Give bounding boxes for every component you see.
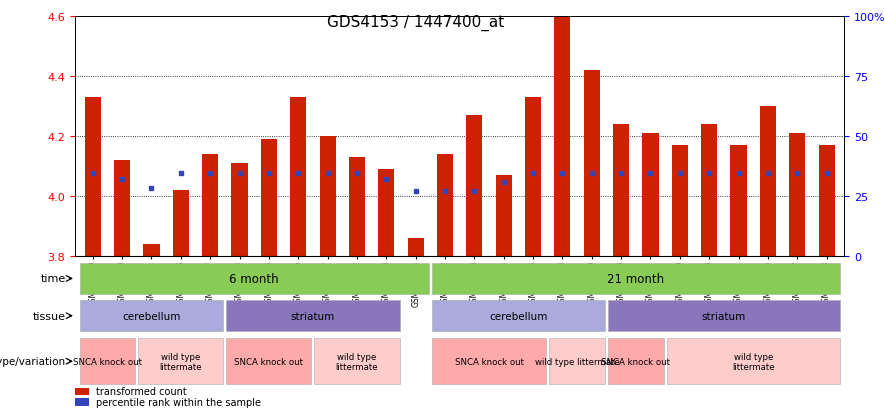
Text: SNCA knock out: SNCA knock out bbox=[72, 357, 142, 366]
Text: wild type
littermate: wild type littermate bbox=[159, 352, 202, 371]
Text: SNCA knock out: SNCA knock out bbox=[601, 357, 670, 366]
Text: cerebellum: cerebellum bbox=[122, 311, 180, 321]
Bar bbox=[701, 124, 717, 256]
Text: 6 month: 6 month bbox=[229, 272, 279, 285]
Bar bbox=[437, 154, 453, 256]
Bar bbox=[85, 97, 101, 256]
Text: wild type
littermate: wild type littermate bbox=[732, 352, 774, 371]
FancyBboxPatch shape bbox=[315, 339, 400, 384]
Bar bbox=[232, 163, 248, 256]
Bar bbox=[202, 154, 218, 256]
Text: wild type
littermate: wild type littermate bbox=[336, 352, 378, 371]
Text: transformed count: transformed count bbox=[95, 386, 187, 396]
FancyBboxPatch shape bbox=[667, 339, 840, 384]
Bar bbox=[819, 145, 834, 256]
Text: striatum: striatum bbox=[291, 311, 335, 321]
Bar bbox=[114, 160, 130, 256]
Bar bbox=[75, 399, 89, 406]
FancyBboxPatch shape bbox=[431, 301, 605, 331]
Bar bbox=[554, 17, 570, 256]
Text: 21 month: 21 month bbox=[607, 272, 665, 285]
Bar bbox=[378, 169, 394, 256]
FancyBboxPatch shape bbox=[431, 339, 546, 384]
Text: cerebellum: cerebellum bbox=[489, 311, 547, 321]
Bar bbox=[672, 145, 688, 256]
Bar bbox=[730, 145, 747, 256]
Text: striatum: striatum bbox=[702, 311, 746, 321]
Bar bbox=[261, 139, 277, 256]
Bar bbox=[143, 244, 159, 256]
Bar bbox=[496, 175, 512, 256]
FancyBboxPatch shape bbox=[549, 339, 605, 384]
Bar bbox=[760, 107, 776, 256]
FancyBboxPatch shape bbox=[138, 339, 224, 384]
FancyBboxPatch shape bbox=[608, 339, 664, 384]
Text: genotype/variation: genotype/variation bbox=[0, 356, 66, 366]
FancyBboxPatch shape bbox=[226, 339, 311, 384]
Bar bbox=[290, 97, 306, 256]
Bar bbox=[466, 115, 483, 256]
Bar bbox=[525, 97, 541, 256]
FancyBboxPatch shape bbox=[80, 301, 224, 331]
Text: percentile rank within the sample: percentile rank within the sample bbox=[95, 397, 261, 407]
Bar bbox=[349, 157, 365, 256]
Bar bbox=[789, 133, 805, 256]
Bar bbox=[172, 190, 189, 256]
Text: time: time bbox=[41, 274, 66, 284]
Bar bbox=[613, 124, 629, 256]
Text: SNCA knock out: SNCA knock out bbox=[234, 357, 303, 366]
Text: wild type littermate: wild type littermate bbox=[535, 357, 620, 366]
FancyBboxPatch shape bbox=[431, 263, 840, 294]
FancyBboxPatch shape bbox=[226, 301, 400, 331]
FancyBboxPatch shape bbox=[80, 263, 429, 294]
Bar bbox=[408, 238, 423, 256]
Bar bbox=[319, 136, 336, 256]
Bar bbox=[75, 387, 89, 395]
Text: GDS4153 / 1447400_at: GDS4153 / 1447400_at bbox=[327, 14, 504, 31]
Text: tissue: tissue bbox=[33, 311, 66, 321]
Text: SNCA knock out: SNCA knock out bbox=[454, 357, 523, 366]
FancyBboxPatch shape bbox=[80, 339, 135, 384]
Bar bbox=[643, 133, 659, 256]
FancyBboxPatch shape bbox=[608, 301, 840, 331]
Bar bbox=[583, 70, 600, 256]
